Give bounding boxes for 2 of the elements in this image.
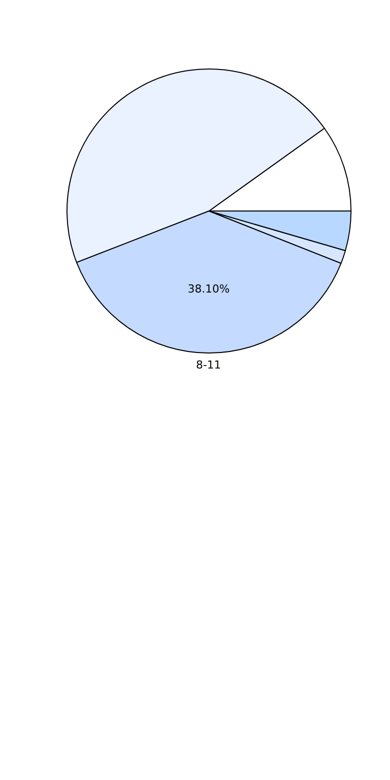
slice-label: 8-11 [196, 358, 221, 372]
data-label: 38.10% [188, 282, 230, 296]
